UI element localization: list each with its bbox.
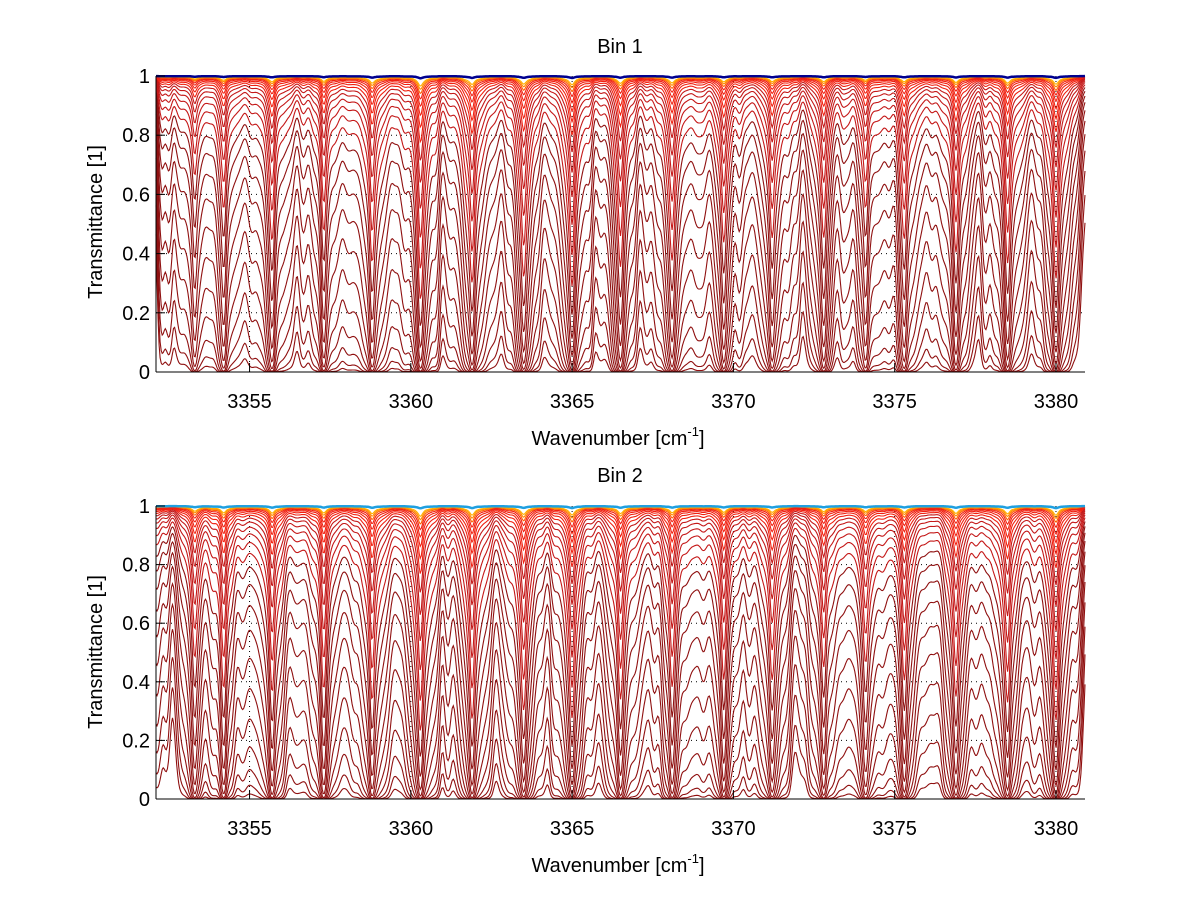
x-axis-label-superscript: -1 — [687, 424, 699, 439]
x-tick-label: 3375 — [872, 818, 917, 840]
x-tick-label: 3380 — [1034, 818, 1079, 840]
x-axis-label-suffix: ] — [699, 428, 705, 450]
x-tick-labels: 3355 3360 3365 3370 3375 3380 — [227, 391, 1078, 413]
series-line — [155, 84, 1086, 299]
subplot-title: Bin 2 — [597, 465, 643, 487]
series-line — [155, 110, 1086, 372]
series-line — [155, 541, 1086, 797]
series-line — [155, 77, 1086, 161]
series-line — [155, 509, 1086, 615]
x-axis-label: Wavenumber [cm-1] — [531, 424, 704, 450]
series-line — [155, 76, 1086, 117]
y-tick-label: 0.4 — [122, 244, 150, 266]
subplot-bin-2: Bin 2 3355 3360 3365 3370 3375 3380 0 0.2 0.4 0.… — [85, 465, 1086, 877]
axes-frame — [155, 75, 1085, 373]
y-tick-labels: 0 0.2 0.4 0.6 0.8 1 — [122, 66, 150, 384]
subplot-bin-1: Bin 1 3355 3360 3365 3370 3375 3380 0 0.2 0.4 0.… — [85, 36, 1086, 450]
y-tick-label: 0.6 — [122, 184, 150, 206]
series-line — [155, 551, 1086, 799]
x-tick-label: 3360 — [389, 391, 434, 413]
series-line — [155, 95, 1086, 363]
series-line — [155, 79, 1086, 209]
series-line — [155, 120, 1086, 373]
x-tick-labels: 3355 3360 3365 3370 3375 3380 — [227, 818, 1078, 840]
y-tick-label: 0 — [139, 789, 150, 811]
series-line — [155, 76, 1086, 108]
x-tick-label: 3365 — [550, 391, 595, 413]
x-axis-label-superscript: -1 — [687, 851, 699, 866]
series-line — [155, 526, 1086, 777]
series-line — [155, 80, 1086, 238]
series-line — [155, 82, 1086, 269]
series-line — [155, 78, 1086, 183]
y-tick-label: 0.2 — [122, 303, 150, 325]
x-tick-label: 3370 — [711, 391, 756, 413]
y-axis-label: Transmittance [1] — [85, 575, 107, 729]
series-line — [155, 87, 1086, 326]
x-tick-label: 3375 — [872, 391, 917, 413]
x-axis-label-text: Wavenumber [cm — [531, 855, 687, 877]
y-tick-label: 0.8 — [122, 125, 150, 147]
series-group — [155, 504, 1086, 800]
y-tick-label: 0.2 — [122, 730, 150, 752]
x-axis-label-text: Wavenumber [cm — [531, 428, 687, 450]
series-line — [156, 74, 1086, 80]
y-tick-label: 1 — [139, 496, 150, 518]
series-line — [155, 90, 1086, 349]
series-line — [155, 514, 1086, 701]
series-line — [155, 512, 1086, 671]
y-tick-label: 0.8 — [122, 555, 150, 577]
y-tick-label: 1 — [139, 66, 150, 88]
series-line — [155, 532, 1086, 791]
y-tick-label: 0 — [139, 362, 150, 384]
series-line — [155, 508, 1086, 593]
series-line — [155, 517, 1086, 731]
subplot-title: Bin 1 — [597, 36, 643, 58]
x-tick-label: 3365 — [550, 818, 595, 840]
y-tick-labels: 0 0.2 0.4 0.6 0.8 1 — [122, 496, 150, 811]
x-tick-label: 3355 — [227, 391, 272, 413]
series-group — [155, 74, 1086, 373]
x-axis-label-suffix: ] — [699, 855, 705, 877]
series-line — [155, 506, 1086, 539]
y-tick-label: 0.6 — [122, 613, 150, 635]
series-line — [155, 77, 1086, 144]
series-line — [155, 102, 1086, 369]
series-line — [155, 510, 1086, 642]
series-line — [155, 507, 1086, 561]
series-line — [155, 76, 1086, 129]
series-line — [155, 506, 1086, 531]
series-line — [155, 75, 1086, 100]
series-line — [156, 504, 1085, 510]
x-tick-label: 3380 — [1034, 391, 1079, 413]
axes-frame — [155, 505, 1085, 800]
x-axis-label: Wavenumber [cm-1] — [531, 851, 704, 877]
x-tick-label: 3370 — [711, 818, 756, 840]
series-line — [155, 565, 1086, 800]
y-axis-label: Transmittance [1] — [85, 145, 107, 299]
x-tick-label: 3360 — [389, 818, 434, 840]
x-tick-label: 3355 — [227, 818, 272, 840]
y-tick-label: 0.4 — [122, 672, 150, 694]
series-line — [155, 506, 1086, 548]
series-line — [155, 170, 1086, 373]
series-line — [155, 521, 1086, 757]
series-line — [155, 507, 1086, 574]
